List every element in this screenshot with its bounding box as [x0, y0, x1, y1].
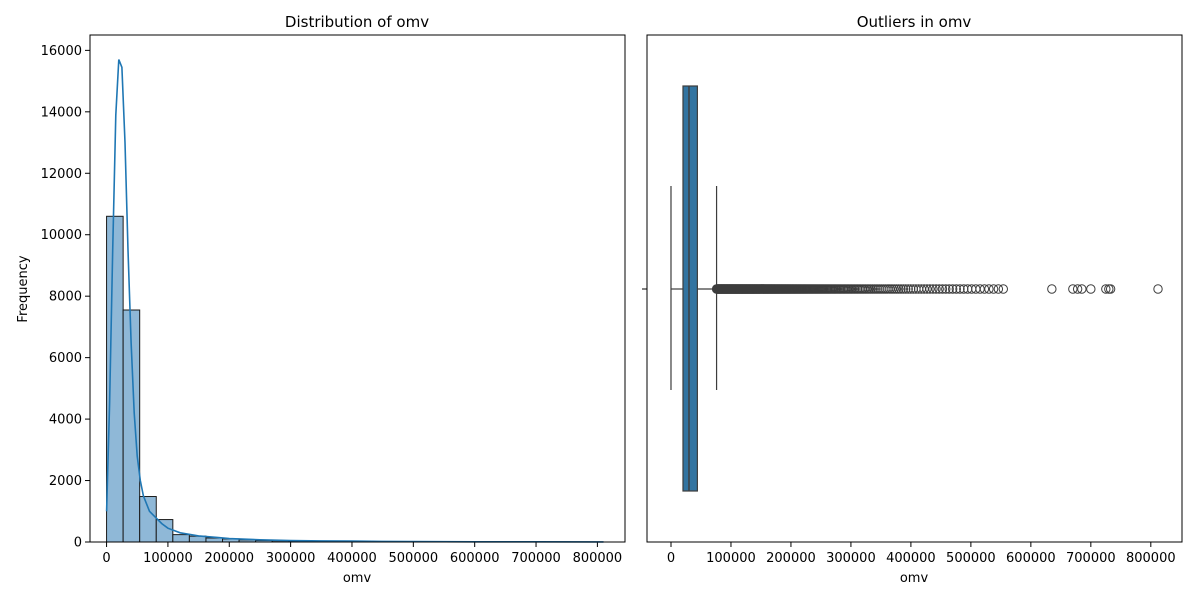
- boxplot: [670, 85, 718, 492]
- x-axis-label: omv: [900, 571, 929, 586]
- x-tick-label: 500000: [389, 551, 439, 566]
- outlier-points: [711, 284, 1163, 294]
- x-tick-label: 700000: [1066, 551, 1116, 566]
- outlier-point: [934, 284, 944, 294]
- x-tick-label: 400000: [327, 551, 377, 566]
- histogram-bar: [172, 534, 190, 543]
- x-tick-label: 100000: [143, 551, 193, 566]
- plot-frame: [89, 34, 626, 543]
- outlier-point: [993, 284, 1004, 294]
- x-tick-label: 0: [102, 551, 110, 566]
- x-tick-label: 200000: [766, 551, 816, 566]
- x-tick-label: 600000: [450, 551, 500, 566]
- chart-title: Outliers in omv: [857, 13, 972, 31]
- x-tick-label: 600000: [1006, 551, 1056, 566]
- outlier-point: [1105, 284, 1116, 294]
- outlier-point: [928, 284, 938, 294]
- histogram-bar: [155, 519, 174, 543]
- y-tick-label: 12000: [41, 167, 82, 182]
- y-tick-label: 0: [74, 536, 82, 551]
- outlier-point: [1077, 284, 1087, 294]
- y-tick-label: 2000: [49, 474, 82, 489]
- outlier-point: [1153, 284, 1163, 294]
- outlier-point: [1068, 284, 1078, 294]
- outlier-point: [1072, 284, 1083, 294]
- x-tick-label: 800000: [573, 551, 623, 566]
- outlier-point: [925, 284, 935, 294]
- y-tick-label: 4000: [49, 413, 82, 428]
- outlier-point: [906, 284, 916, 294]
- chart-title: Distribution of omv: [285, 13, 429, 31]
- histogram-bar: [139, 496, 157, 543]
- outlier-point: [896, 284, 906, 294]
- x-tick-label: 300000: [826, 551, 876, 566]
- x-tick-label: 800000: [1126, 551, 1176, 566]
- outlier-point: [984, 284, 994, 294]
- outlier-point: [1086, 284, 1096, 294]
- kde-line: [105, 59, 604, 543]
- x-tick-label: 0: [667, 551, 675, 566]
- outlier-point: [1047, 284, 1057, 294]
- outlier-point: [891, 284, 902, 294]
- x-tick-label: 700000: [511, 551, 561, 566]
- outlier-point: [903, 284, 913, 294]
- outlier-point: [887, 284, 897, 294]
- outlier-point: [937, 284, 948, 294]
- outlier-point: [947, 284, 958, 294]
- histogram-bar: [106, 215, 124, 543]
- outlier-point: [1101, 284, 1111, 294]
- histogram-bar: [205, 537, 224, 543]
- y-tick-label: 16000: [41, 44, 82, 59]
- outlier-point: [979, 284, 990, 294]
- outlier-point: [901, 284, 911, 294]
- x-axis-label: omv: [343, 571, 372, 586]
- y-tick-label: 6000: [49, 351, 82, 366]
- outlier-point: [998, 284, 1009, 294]
- x-tick-label: 400000: [886, 551, 936, 566]
- y-tick-label: 14000: [41, 105, 82, 120]
- outlier-point: [893, 284, 904, 294]
- iqr-box: [682, 85, 698, 492]
- outlier-point: [944, 284, 954, 294]
- y-tick-label: 10000: [41, 228, 82, 243]
- boxplot-chart: Outliers in omv 0 100000 200000 300000 40000…: [642, 13, 1183, 586]
- y-axis-label: Frequency: [16, 255, 31, 322]
- outlier-point: [941, 284, 951, 294]
- x-tick-label: 100000: [706, 551, 756, 566]
- outlier-point: [951, 284, 961, 294]
- x-tick-label: 200000: [204, 551, 254, 566]
- x-tick-label: 500000: [946, 551, 996, 566]
- x-axis-ticks: 0 100000 200000 300000 400000 500000 600000 700…: [667, 542, 1176, 566]
- y-axis-ticks: 0 2000 4000 6000 8000 10000 12000 14000 16000: [41, 44, 90, 551]
- x-axis-ticks: 0 100000 200000 300000 400000 500000 600000 700…: [102, 542, 622, 566]
- outlier-point: [955, 284, 965, 294]
- histogram-bars: [106, 215, 605, 543]
- histogram-chart: Distribution of omv 0 2000 4000 6000 8000 100…: [16, 13, 626, 586]
- outlier-point: [922, 284, 932, 294]
- x-tick-label: 300000: [266, 551, 316, 566]
- outlier-point: [988, 284, 999, 294]
- outlier-point: [889, 284, 899, 294]
- y-tick-label: 8000: [49, 290, 82, 305]
- outlier-point: [898, 284, 909, 294]
- outlier-point: [931, 284, 941, 294]
